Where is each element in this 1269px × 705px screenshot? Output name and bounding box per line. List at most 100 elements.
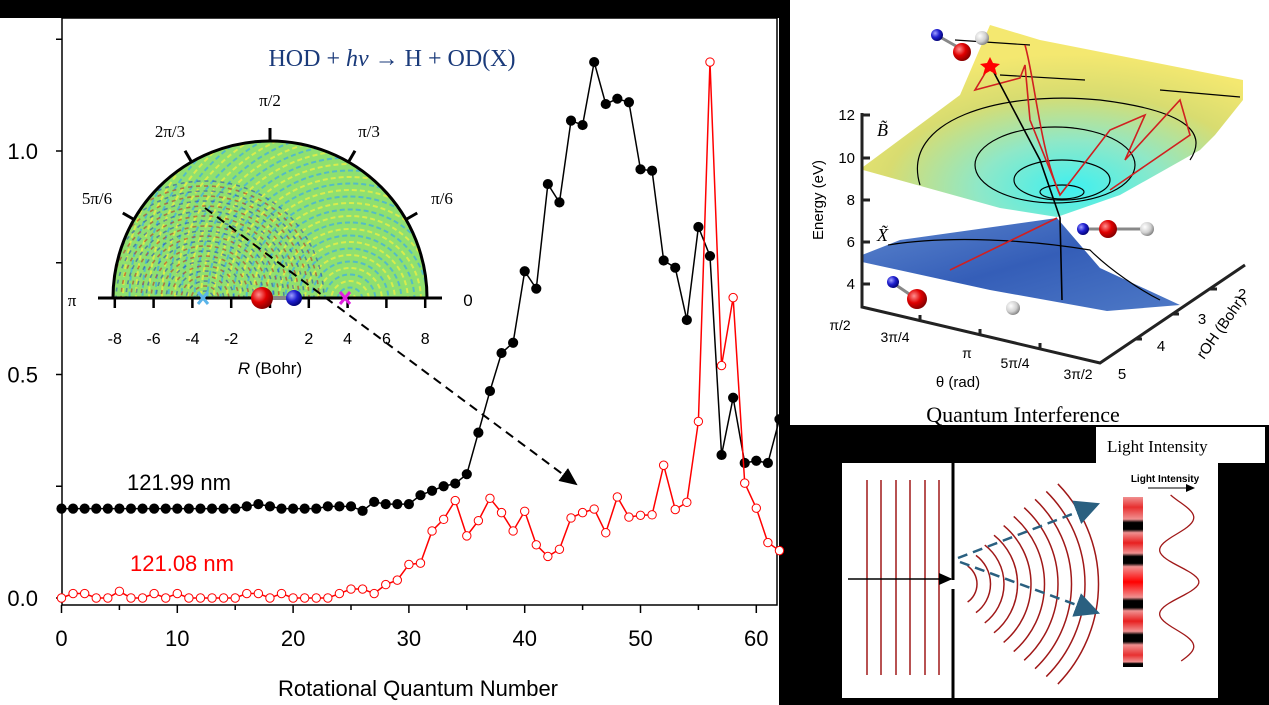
data-point <box>311 503 322 514</box>
data-point <box>751 455 762 466</box>
data-point <box>195 503 206 514</box>
wave-ring <box>304 254 396 298</box>
data-point <box>542 178 553 190</box>
data-point <box>774 545 785 556</box>
wavefront-arc <box>1023 507 1059 661</box>
data-point <box>288 593 298 603</box>
contour-lines <box>887 39 1241 301</box>
wavefront-arc <box>975 554 992 614</box>
deuterium-atom-icon <box>286 290 302 306</box>
deuterium-atom-icon <box>887 276 899 288</box>
data-point <box>531 283 542 294</box>
interference-diagram <box>842 463 1218 698</box>
data-point <box>415 558 426 568</box>
data-point <box>565 115 577 126</box>
data-point <box>288 503 299 514</box>
data-point <box>67 503 79 514</box>
intensity-curve <box>1159 494 1200 662</box>
data-point <box>357 505 368 516</box>
data-point <box>763 537 773 548</box>
data-point <box>323 593 333 603</box>
x-tick-label: 10 <box>165 626 189 651</box>
data-point <box>380 499 391 510</box>
data-point <box>496 507 507 518</box>
data-point <box>369 588 379 599</box>
r-axis-title: R (Bohr) <box>238 359 302 378</box>
data-point <box>426 485 438 496</box>
data-point <box>554 544 565 554</box>
x-tick-label: 50 <box>628 626 652 651</box>
wavefront-arc <box>1045 490 1086 678</box>
fringe-pattern <box>1123 497 1143 667</box>
data-point <box>484 385 496 397</box>
wave-ring <box>190 285 220 298</box>
data-point <box>728 292 738 303</box>
data-point <box>253 588 264 599</box>
theta-tick: 3π/4 <box>880 329 909 345</box>
excited-state-surface <box>863 25 1243 217</box>
data-point <box>600 98 611 110</box>
data-point <box>461 469 472 480</box>
data-point <box>195 593 206 603</box>
data-point <box>462 531 472 541</box>
x-axis-title: Rotational Quantum Number <box>278 676 558 701</box>
data-point <box>79 503 90 514</box>
data-point <box>241 501 252 512</box>
data-point <box>704 250 716 262</box>
cross-marker-left <box>196 291 210 305</box>
data-point <box>496 347 507 359</box>
data-point <box>716 360 727 371</box>
wave-ring <box>125 220 285 298</box>
data-point <box>114 503 125 514</box>
data-point <box>739 457 750 469</box>
data-point <box>508 526 518 536</box>
x-tick-label: 60 <box>744 626 768 651</box>
data-point <box>438 514 449 525</box>
data-point <box>79 588 90 599</box>
wave-ring <box>336 286 364 298</box>
r-tick-label: 2 <box>304 331 313 348</box>
wave-ring <box>219 169 427 298</box>
data-point <box>693 221 704 233</box>
data-point <box>276 503 287 514</box>
angle-tick <box>183 150 193 163</box>
theta-tick: 5π/4 <box>1000 355 1029 371</box>
data-point <box>172 588 183 599</box>
data-point <box>612 492 623 502</box>
data-point <box>646 165 658 176</box>
data-point <box>612 93 623 104</box>
roh-tick: 3 <box>1198 311 1206 328</box>
data-point <box>102 503 113 514</box>
wave-ring <box>113 180 325 298</box>
wave-ring <box>232 182 427 298</box>
data-point <box>392 499 403 510</box>
data-point <box>160 503 171 514</box>
data-point <box>473 515 484 526</box>
wave-ring <box>258 208 427 298</box>
data-point <box>125 503 137 514</box>
data-point <box>346 584 356 594</box>
wave-ring <box>113 185 320 298</box>
y-axis: 0.0 0.5 1.0 <box>7 38 62 611</box>
data-point <box>242 588 252 599</box>
data-point <box>218 503 229 514</box>
y-tick-label: 1.0 <box>7 139 38 164</box>
data-point <box>334 588 345 599</box>
r-tick-label: 6 <box>382 331 391 348</box>
series-label-121-99: 121.99 nm <box>127 470 231 495</box>
polar-angle-ticks <box>122 128 418 221</box>
data-point <box>404 559 414 570</box>
hydrogen-atom-icon <box>975 31 989 45</box>
theta-axis-title: θ (rad) <box>936 374 980 391</box>
data-point <box>91 593 101 603</box>
hydrogen-atom-icon <box>1140 222 1154 236</box>
r-tick-label: 8 <box>421 331 430 348</box>
data-point <box>381 579 391 590</box>
wave-ring <box>113 190 315 298</box>
chart-title: HOD + hν → H + OD(X) <box>268 46 515 72</box>
data-point <box>589 56 600 68</box>
data-point <box>114 586 125 596</box>
data-point <box>253 499 264 510</box>
data-point <box>172 503 183 514</box>
